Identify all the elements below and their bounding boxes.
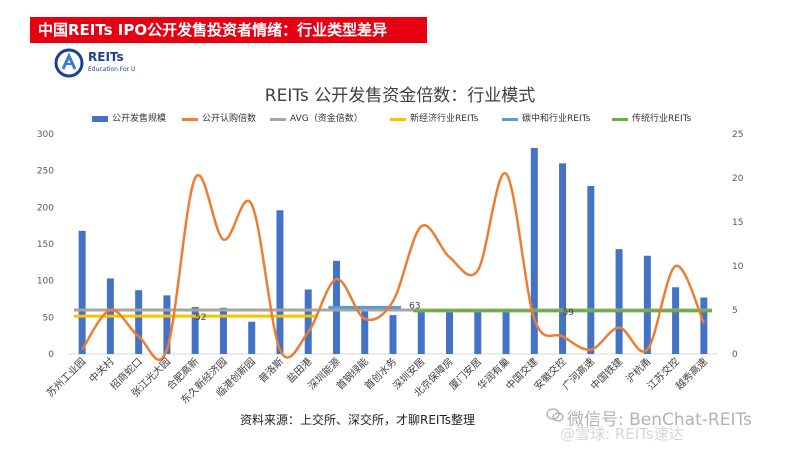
- legend-label: AVG（资金倍数）: [290, 114, 363, 124]
- page-banner-title: 中国REITs IPO公开发售投资者情绪：行业类型差异: [30, 17, 427, 43]
- bar: [276, 210, 284, 354]
- bar: [389, 315, 397, 354]
- legend-swatch: [92, 116, 108, 122]
- bar: [672, 287, 680, 354]
- left-axis-tick-label: 0: [48, 350, 54, 360]
- bar: [643, 255, 651, 354]
- bar: [304, 289, 312, 354]
- right-axis-tick-label: 25: [732, 130, 743, 140]
- chart-title: REITs 公开发售资金倍数：行业模式: [264, 86, 536, 106]
- left-axis-tick-label: 200: [37, 203, 54, 213]
- average-label: 63: [409, 301, 420, 311]
- legend-swatch: [270, 118, 286, 121]
- legend-label: 公开发售规模: [112, 114, 167, 124]
- right-axis-tick-label: 0: [732, 350, 738, 360]
- legend-swatch: [182, 118, 198, 121]
- right-axis-tick-label: 5: [732, 306, 738, 316]
- left-axis-tick-label: 50: [43, 313, 55, 323]
- right-axis-tick-label: 15: [732, 218, 743, 228]
- bar: [615, 249, 623, 354]
- bar: [219, 307, 227, 354]
- reits-logo-icon: [54, 48, 84, 78]
- bar: [587, 186, 595, 354]
- bar: [502, 312, 510, 354]
- left-axis-tick-label: 300: [37, 130, 54, 140]
- average-label: 52: [195, 313, 206, 323]
- bar: [700, 297, 708, 354]
- bar: [530, 147, 538, 354]
- brand-logo: REITs Education For U: [54, 48, 164, 78]
- bar: [559, 163, 567, 354]
- bar: [135, 290, 143, 354]
- bar: [417, 312, 425, 354]
- left-axis-tick-label: 150: [37, 240, 54, 250]
- watermark-xueqiu: @雪球: REITs速达: [560, 425, 684, 443]
- bar: [191, 307, 199, 354]
- logo-name: REITs: [88, 50, 124, 64]
- wechat-icon: [546, 408, 564, 422]
- legend-swatch: [612, 118, 628, 121]
- legend-label: 新经济行业REITs: [410, 114, 479, 124]
- legend-label: 传统行业REITs: [632, 114, 692, 124]
- bar: [163, 295, 171, 354]
- bar: [78, 230, 86, 354]
- logo-tagline: Education For U: [88, 66, 136, 73]
- source-note: 资料来源：上交所、深交所，才聊REITs整理: [240, 413, 476, 427]
- right-axis-tick-label: 20: [732, 174, 744, 184]
- series-line-subscription-multiple: [81, 172, 706, 361]
- bar: [474, 312, 482, 354]
- bar: [361, 308, 369, 354]
- bar: [248, 321, 256, 354]
- legend-swatch: [390, 118, 406, 121]
- right-axis-tick-label: 10: [732, 262, 744, 272]
- watermark-wechat: 微信号: BenChat-REITs: [567, 410, 752, 430]
- legend-swatch: [502, 118, 518, 121]
- legend-label: 公开认购倍数: [202, 114, 257, 124]
- bar: [446, 312, 454, 354]
- left-axis-tick-label: 250: [37, 167, 54, 177]
- legend-label: 碳中和行业REITs: [522, 114, 591, 124]
- category-tick-label: 苏州工业园: [44, 355, 89, 400]
- average-label: 59: [563, 308, 575, 318]
- left-axis-tick-label: 100: [37, 277, 54, 287]
- category-tick-label: 普洛斯: [256, 355, 286, 385]
